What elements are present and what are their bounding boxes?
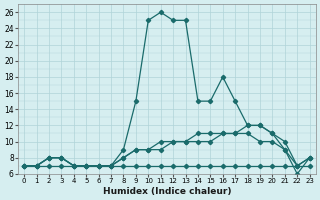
X-axis label: Humidex (Indice chaleur): Humidex (Indice chaleur): [103, 187, 231, 196]
